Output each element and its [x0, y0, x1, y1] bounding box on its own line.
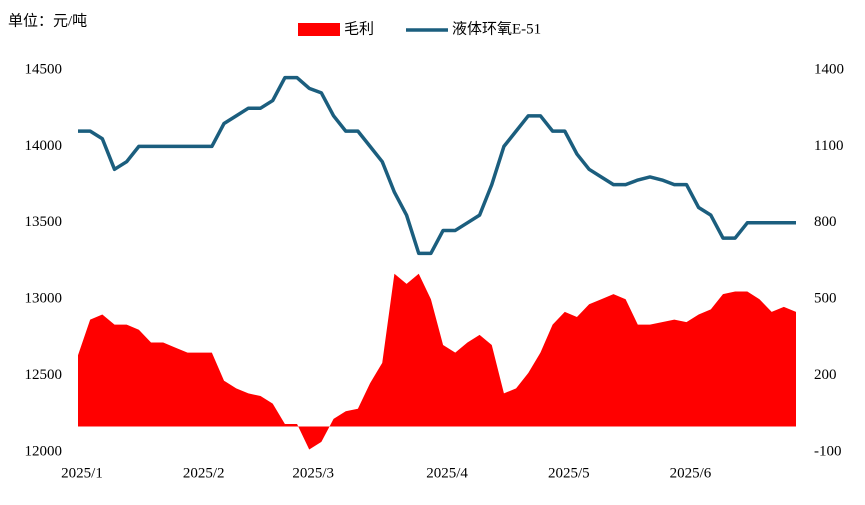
legend-swatch: [298, 23, 340, 36]
legend-label: 毛利: [344, 20, 374, 37]
y2-tick-label: 800: [814, 214, 837, 230]
y-tick-label: 14000: [25, 138, 63, 154]
x-tick-label: 2025/4: [426, 465, 468, 481]
y2-tick-label: 1400: [814, 61, 844, 77]
x-tick-label: 2025/5: [548, 465, 590, 481]
price-line: [78, 75, 796, 256]
y2-tick-label: -100: [814, 443, 842, 459]
y-tick-label: 14500: [25, 61, 63, 77]
legend-label: 液体环氧E-51: [452, 20, 541, 37]
unit-label: 单位：元/吨: [8, 12, 87, 29]
y2-tick-label: 500: [814, 291, 837, 307]
y-tick-label: 13000: [25, 291, 63, 307]
x-tick-label: 2025/3: [292, 465, 334, 481]
margin-area: [78, 273, 796, 450]
x-tick-label: 2025/2: [183, 465, 225, 481]
y2-tick-label: 200: [814, 367, 837, 383]
y-tick-label: 12500: [25, 367, 63, 383]
y-tick-label: 12000: [25, 443, 63, 459]
x-tick-label: 2025/1: [61, 465, 103, 481]
y2-tick-label: 1100: [814, 138, 843, 154]
x-tick-label: 2025/6: [670, 465, 712, 481]
y-tick-label: 13500: [25, 214, 63, 230]
